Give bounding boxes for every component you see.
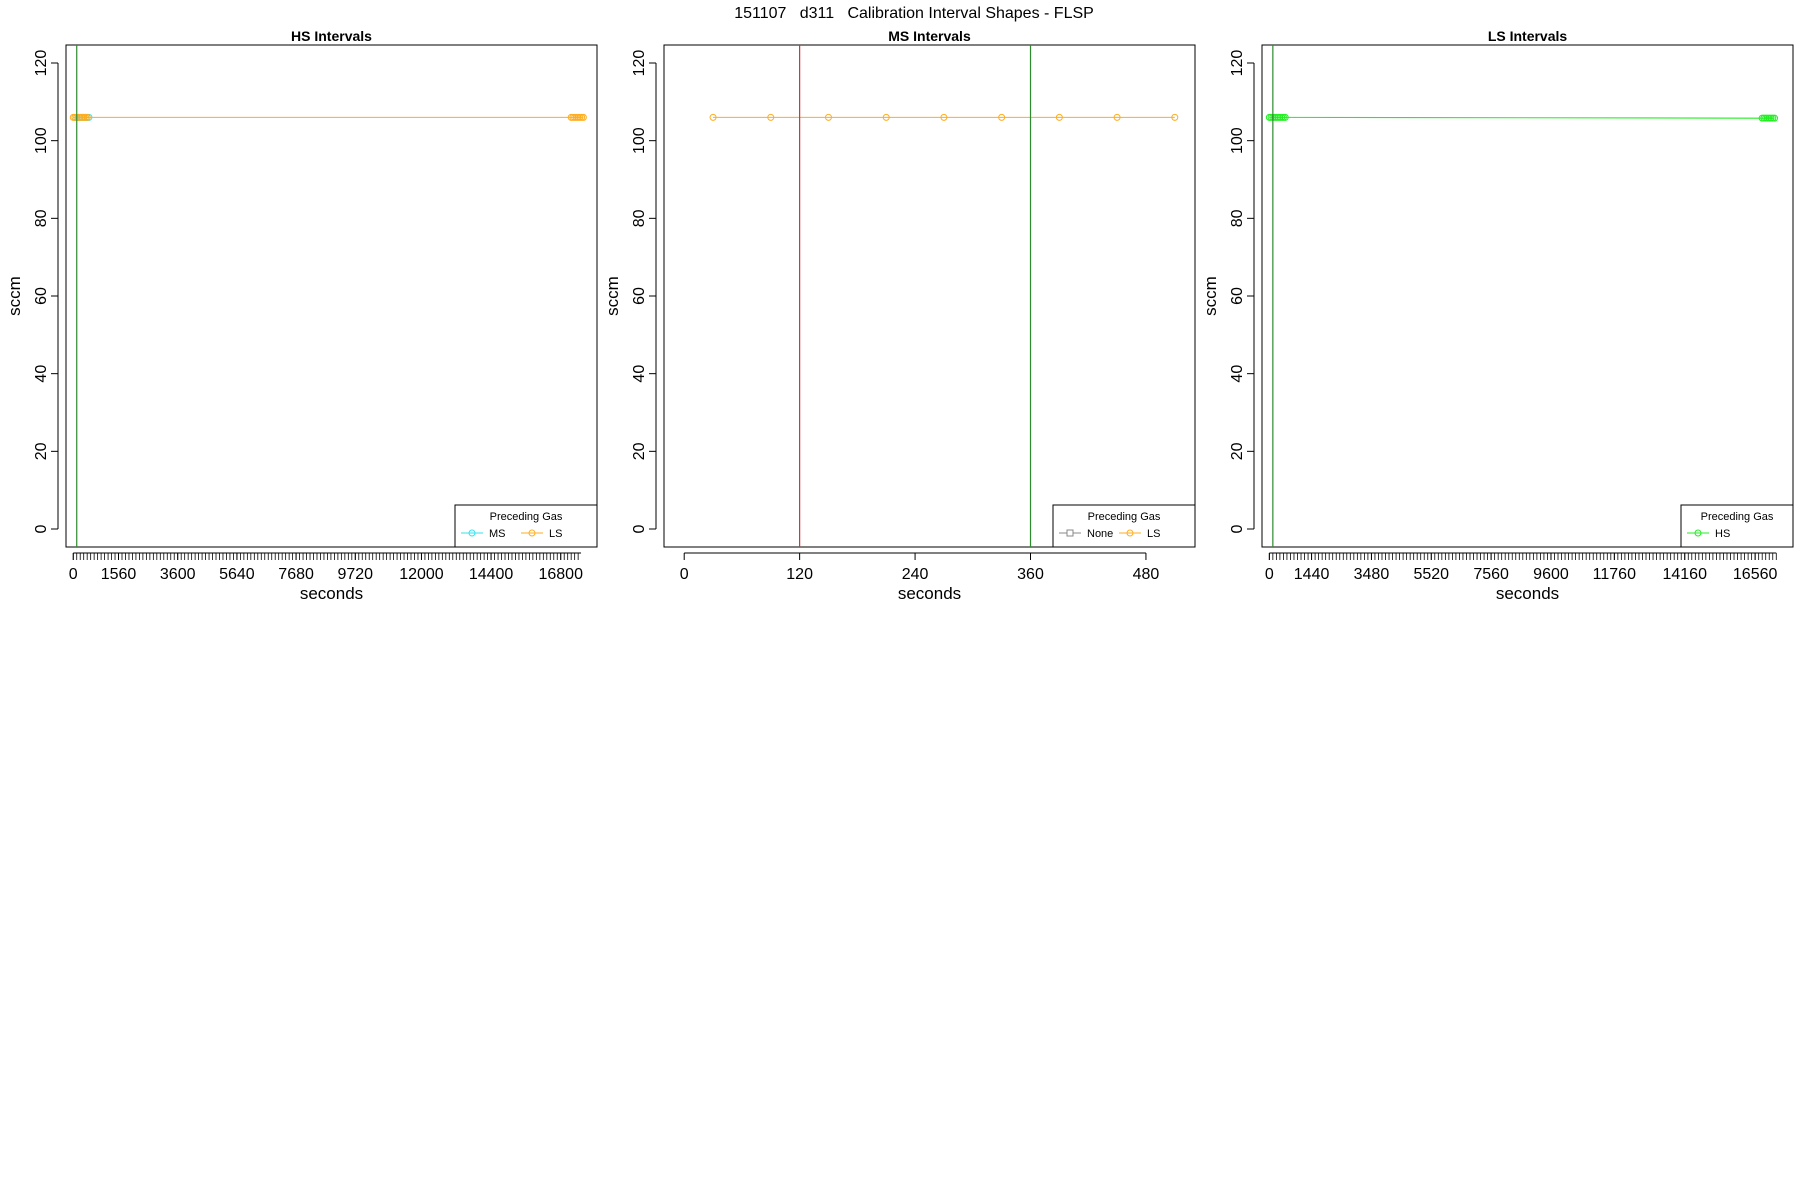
data-point-LS (709, 113, 717, 121)
y-tick-label: 0 (33, 524, 50, 533)
y-tick-label: 120 (33, 50, 50, 77)
y-tick-label: 20 (631, 442, 648, 460)
legend: Preceding Gas MS LS (454, 504, 598, 548)
y-tick-label: 60 (1229, 287, 1246, 305)
plot-frame (663, 44, 1196, 548)
legend-entry-LS: LS (1147, 528, 1160, 540)
legend: Preceding Gas HS (1680, 504, 1794, 548)
legend-box (454, 504, 598, 548)
x-axis-label: seconds (300, 584, 363, 603)
x-tick-label: 16800 (538, 566, 583, 583)
data-point-LS (579, 113, 587, 121)
y-tick-label: 80 (631, 209, 648, 227)
x-tick-label: 3480 (1354, 566, 1390, 583)
legend-box (1680, 504, 1794, 548)
legend-entry-LS: LS (549, 528, 562, 540)
data-point-LS (83, 113, 91, 121)
legend-marker (468, 529, 476, 537)
figure-title: 151107 d311 Calibration Interval Shapes … (734, 5, 1094, 22)
y-axis-label: sccm (5, 276, 24, 316)
y-tick-label: 20 (1229, 442, 1246, 460)
y-axis-label: sccm (603, 276, 622, 316)
legend-marker (1066, 529, 1074, 537)
legend: Preceding Gas None LS (1052, 504, 1196, 548)
x-tick-label: 120 (786, 566, 813, 583)
data-point-LS (882, 113, 890, 121)
x-tick-label: 9720 (337, 566, 373, 583)
data-point-HS (1771, 114, 1779, 122)
x-tick-label: 3600 (160, 566, 196, 583)
x-tick-label: 14400 (469, 566, 514, 583)
y-tick-label: 0 (631, 524, 648, 533)
y-tick-label: 40 (33, 365, 50, 383)
legend-marker (528, 529, 536, 537)
legend-marker (1126, 529, 1134, 537)
x-tick-label: 7680 (278, 566, 314, 583)
series-line-HS (1269, 116, 1775, 119)
x-tick-label: 11760 (1593, 566, 1636, 583)
y-tick-label: 40 (1229, 365, 1246, 383)
data-point-LS (824, 113, 832, 121)
y-tick-label: 80 (1229, 209, 1246, 227)
chart-title: LS Intervals (1488, 28, 1568, 44)
plot-frame (1261, 44, 1794, 548)
y-tick-label: 100 (1229, 127, 1246, 154)
y-tick-label: 60 (631, 287, 648, 305)
legend-entry-HS: HS (1715, 528, 1730, 540)
x-tick-label: 0 (1265, 566, 1274, 583)
y-tick-label: 100 (631, 127, 648, 154)
x-tick-label: 5640 (219, 566, 255, 583)
chart-title: MS Intervals (888, 28, 971, 44)
x-tick-label: 360 (1017, 566, 1044, 583)
legend-entry-None: None (1087, 528, 1113, 540)
x-tick-label: 16560 (1733, 566, 1778, 583)
y-tick-label: 100 (33, 127, 50, 154)
x-axis-label: seconds (898, 584, 961, 603)
x-tick-label: 1560 (101, 566, 137, 583)
data-point-LS (1113, 113, 1121, 121)
legend-entry-MS: MS (489, 528, 506, 540)
y-tick-label: 60 (33, 287, 50, 305)
data-point-LS (1171, 113, 1179, 121)
legend-box (1052, 504, 1196, 548)
x-tick-label: 5520 (1413, 566, 1449, 583)
chart-panel-2: MS Intervals 0 20 40 60 80 100 120 sccm 0 120 240 36… (603, 28, 1196, 603)
x-tick-label: 12000 (399, 566, 444, 583)
x-tick-label: 9600 (1533, 566, 1569, 583)
data-point-HS (1281, 113, 1289, 121)
y-tick-label: 0 (1229, 524, 1246, 533)
x-tick-label: 0 (680, 566, 689, 583)
y-axis-label: sccm (1201, 276, 1220, 316)
y-tick-label: 120 (631, 50, 648, 77)
x-tick-label: 240 (902, 566, 929, 583)
y-tick-label: 20 (33, 442, 50, 460)
legend-marker (1694, 529, 1702, 537)
data-point-LS (1055, 113, 1063, 121)
legend-title: Preceding Gas (1701, 511, 1774, 523)
y-tick-label: 80 (33, 209, 50, 227)
data-point-LS (767, 113, 775, 121)
chart-title: HS Intervals (291, 28, 372, 44)
legend-title: Preceding Gas (1088, 511, 1161, 523)
data-point-LS (998, 113, 1006, 121)
plot-frame (65, 44, 598, 548)
x-tick-label: 1440 (1294, 566, 1330, 583)
y-tick-label: 120 (1229, 50, 1246, 77)
legend-title: Preceding Gas (490, 511, 563, 523)
data-point-LS (940, 113, 948, 121)
chart-panel-3: LS Intervals 0 20 40 60 80 100 120 sccm 0 1440 3480… (1201, 28, 1794, 603)
x-tick-label: 0 (69, 566, 78, 583)
x-axis-label: seconds (1496, 584, 1559, 603)
x-tick-label: 7560 (1473, 566, 1509, 583)
y-tick-label: 40 (631, 365, 648, 383)
x-tick-label: 14160 (1662, 566, 1707, 583)
chart-panel-1: HS Intervals 0 20 40 60 80 100 120 sccm 0 1560 3600… (5, 28, 598, 603)
x-tick-label: 480 (1133, 566, 1160, 583)
